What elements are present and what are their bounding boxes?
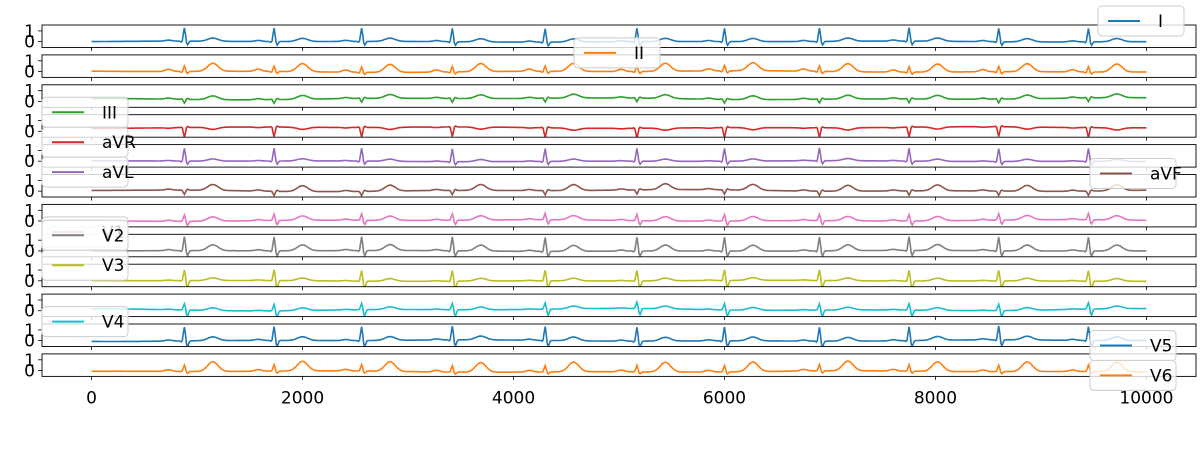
y-tick-label: 0 bbox=[24, 332, 35, 352]
legend-I: I bbox=[1097, 5, 1185, 37]
lead-panel-V6: 01 bbox=[24, 351, 1197, 382]
series-line-V3 bbox=[91, 269, 1147, 287]
y-tick-label: 1 bbox=[24, 52, 35, 72]
legend-box bbox=[41, 156, 129, 188]
legend-box bbox=[573, 37, 661, 69]
panel-frame bbox=[41, 174, 1197, 198]
x-tick-label: 0 bbox=[86, 388, 97, 408]
panel-frame bbox=[41, 144, 1197, 168]
legend-label: V6 bbox=[1150, 366, 1172, 386]
legend-label: I bbox=[1158, 12, 1163, 32]
y-tick-label: 1 bbox=[24, 171, 35, 191]
x-axis: 0 2000 4000 6000 8000 10000 bbox=[86, 388, 1173, 408]
series-line-aVR bbox=[91, 124, 1147, 138]
x-tick-label: 4000 bbox=[492, 388, 535, 408]
panel-frame bbox=[41, 203, 1197, 228]
legend-label: V4 bbox=[102, 313, 124, 333]
legend-V5: V5 bbox=[1089, 330, 1177, 361]
series-line-aVF bbox=[91, 182, 1147, 197]
legend-V3: V3 bbox=[41, 249, 129, 281]
y-tick-label: 0 bbox=[24, 212, 35, 232]
y-tick-label: 0 bbox=[24, 272, 35, 292]
legend-box bbox=[1097, 5, 1185, 37]
legend-label: aVR bbox=[102, 133, 136, 153]
series-line-aVL bbox=[91, 147, 1147, 167]
series-line-V6 bbox=[91, 360, 1147, 376]
lead-panel-V4: 01 bbox=[24, 291, 1197, 322]
y-tick-label: 1 bbox=[24, 82, 35, 102]
series-line-V5 bbox=[91, 325, 1147, 347]
y-tick-label: 0 bbox=[24, 302, 35, 322]
legend-III: III bbox=[41, 96, 129, 128]
legend-label: aVL bbox=[102, 163, 134, 183]
series-line-V2 bbox=[91, 236, 1147, 257]
legend-aVL: aVL bbox=[41, 156, 134, 188]
legend-label: aVF bbox=[1150, 165, 1182, 185]
lead-panel-aVR: 01 bbox=[24, 112, 1197, 142]
x-tick-label: 8000 bbox=[914, 388, 957, 408]
panel-frame bbox=[41, 114, 1197, 138]
panel-frame bbox=[41, 323, 1197, 347]
y-tick-label: 1 bbox=[24, 321, 35, 341]
x-tick-label: 2000 bbox=[281, 388, 324, 408]
series-line-V4 bbox=[91, 299, 1147, 317]
lead-panel-aVF: 01 bbox=[24, 171, 1197, 202]
y-tick-label: 1 bbox=[24, 201, 35, 221]
legend-V6: V6 bbox=[1089, 359, 1177, 391]
legend-II: II bbox=[573, 37, 661, 69]
y-tick-label: 0 bbox=[24, 92, 35, 112]
y-tick-label: 1 bbox=[24, 22, 35, 42]
legend-label: V2 bbox=[102, 226, 124, 246]
panel-frame bbox=[41, 263, 1197, 288]
lead-panel-V5: 01 bbox=[24, 321, 1197, 352]
legend-box bbox=[41, 306, 129, 338]
y-tick-label: 0 bbox=[24, 242, 35, 262]
panel-frame bbox=[41, 353, 1197, 377]
x-tick-label: 6000 bbox=[703, 388, 746, 408]
lead-panel-V2: 01 bbox=[24, 231, 1197, 262]
series-line-II bbox=[91, 61, 1147, 76]
y-tick-label: 1 bbox=[24, 231, 35, 251]
legend-box bbox=[41, 249, 129, 281]
series-line-III bbox=[91, 93, 1147, 105]
legend-label: III bbox=[102, 103, 117, 123]
y-tick-label: 0 bbox=[24, 182, 35, 202]
legend-V2: V2 bbox=[41, 219, 129, 251]
panel-frame bbox=[41, 293, 1197, 318]
y-tick-label: 1 bbox=[24, 351, 35, 371]
lead-panel-V3: 01 bbox=[24, 261, 1197, 292]
y-tick-label: 1 bbox=[24, 141, 35, 161]
series-line-V1 bbox=[91, 210, 1147, 227]
y-tick-label: 0 bbox=[24, 152, 35, 172]
y-tick-label: 0 bbox=[24, 122, 35, 142]
legend-label: V3 bbox=[102, 256, 124, 276]
legend-label: II bbox=[634, 44, 644, 64]
legend-box bbox=[1089, 158, 1177, 189]
lead-panel-III: 01 bbox=[24, 82, 1197, 112]
x-tick-label: 10000 bbox=[1119, 388, 1173, 408]
y-tick-label: 1 bbox=[24, 261, 35, 281]
lead-panel-V1: 01 bbox=[24, 201, 1197, 232]
y-tick-label: 0 bbox=[24, 362, 35, 382]
lead-panel-aVL: 01 bbox=[24, 141, 1197, 172]
y-tick-label: 0 bbox=[24, 63, 35, 83]
legend-V4: V4 bbox=[41, 306, 129, 338]
y-tick-label: 1 bbox=[24, 291, 35, 311]
panel-frame bbox=[41, 84, 1197, 108]
legend-label: V5 bbox=[1150, 337, 1172, 357]
legends: IIIIIIaVRaVLaVFV1V2V3V4V5V6 bbox=[41, 5, 1185, 391]
legend-aVR: aVR bbox=[41, 126, 136, 158]
y-tick-label: 1 bbox=[24, 112, 35, 132]
y-tick-label: 0 bbox=[24, 33, 35, 53]
legend-aVF: aVF bbox=[1089, 158, 1182, 189]
legend-box bbox=[1089, 359, 1177, 391]
